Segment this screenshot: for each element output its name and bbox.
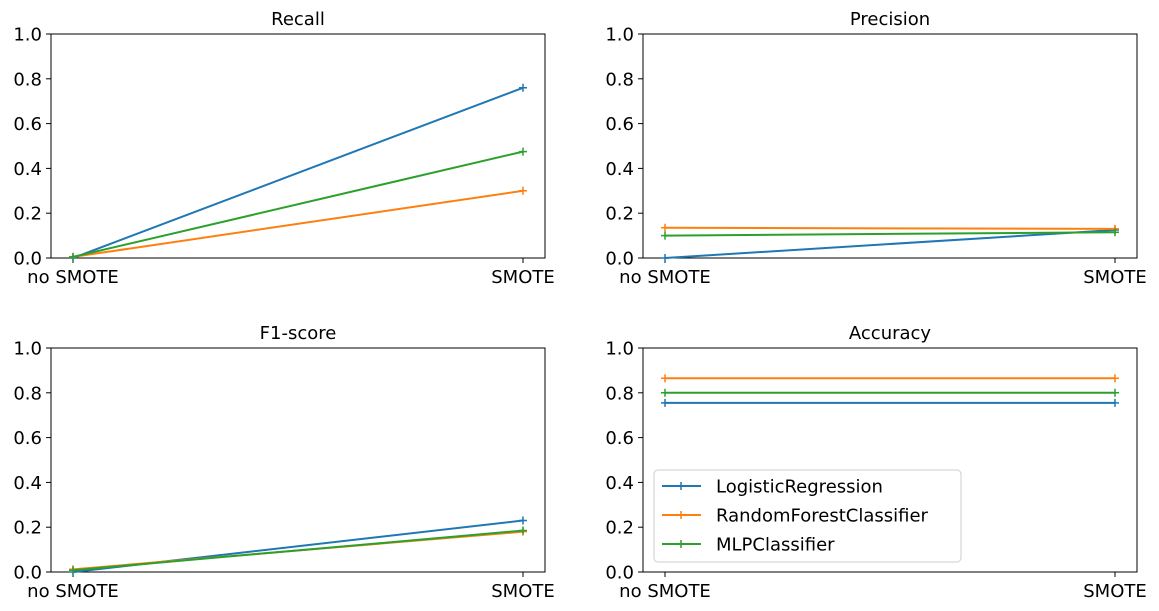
panel-precision: Precision 0.0 0.2 0.4 0.6 0.8 1.0 no SMOTE SMOTE <box>605 9 1146 288</box>
y-tick-label: 0.0 <box>605 249 634 270</box>
x-tick-label: SMOTE <box>491 581 555 602</box>
data-point-logisticregression <box>519 516 527 525</box>
series-line-randomforestclassifier <box>72 189 524 258</box>
legend-marker-mlpclassifier <box>677 540 685 548</box>
axes-frame <box>642 347 1138 573</box>
y-tick-label: 1.0 <box>13 339 42 360</box>
legend-label-logisticregression: LogisticRegression <box>716 477 883 498</box>
y-tick-label: 0.6 <box>605 428 634 449</box>
axes-frame <box>50 347 546 573</box>
data-point-mlpclassifier <box>661 388 669 397</box>
y-tick-label: 0.4 <box>13 473 42 494</box>
y-tick-label: 0.4 <box>605 159 634 180</box>
legend-marker-logisticregression <box>677 482 685 490</box>
y-tick-label: 0.0 <box>605 563 634 584</box>
y-tick-label: 1.0 <box>605 25 634 46</box>
panel-f1-score: F1-score 0.0 0.2 0.4 0.6 0.8 1.0 no SMOTE SMOTE <box>13 323 554 602</box>
data-point-mlpclassifier <box>519 526 527 535</box>
series-line-randomforestclassifier <box>664 226 1116 230</box>
y-tick-label: 0.0 <box>13 249 42 270</box>
x-tick-label: SMOTE <box>1083 581 1147 602</box>
panel-accuracy: Accuracy 0.0 0.2 0.4 0.6 0.8 1.0 no SMOTE SMOTE L… <box>605 323 1146 602</box>
series-line-logisticregression <box>664 229 1116 259</box>
series-line-logisticregression <box>72 86 524 259</box>
y-tick-label: 0.2 <box>13 204 42 225</box>
data-point-randomforestclassifier <box>661 374 669 383</box>
series-line-mlpclassifier <box>664 231 1116 237</box>
y-tick-label: 0.8 <box>13 69 42 90</box>
x-tick-label: no SMOTE <box>619 581 711 602</box>
y-tick-label: 0.4 <box>13 159 42 180</box>
y-tick-label: 0.8 <box>605 383 634 404</box>
y-tick-label: 0.8 <box>605 69 634 90</box>
series-line-mlpclassifier <box>72 529 524 572</box>
y-tick-label: 0.6 <box>13 114 42 135</box>
x-tick-label: SMOTE <box>491 267 555 288</box>
legend-label-mlpclassifier: MLPClassifier <box>716 535 835 556</box>
panel-recall: Recall 0.0 0.2 0.4 0.6 0.8 1.0 no SMOTE SMOTE <box>13 9 554 288</box>
x-tick-label: no SMOTE <box>619 267 711 288</box>
legend-label-randomforestclassifier: RandomForestClassifier <box>716 506 929 527</box>
data-point-logisticregression <box>519 83 527 92</box>
y-tick-label: 0.2 <box>605 518 634 539</box>
data-point-mlpclassifier <box>69 252 77 261</box>
panel-title: Precision <box>850 9 930 30</box>
panel-title: Recall <box>271 9 325 30</box>
axes-frame <box>642 33 1138 259</box>
y-tick-label: 0.2 <box>13 518 42 539</box>
data-point-mlpclassifier <box>69 566 77 575</box>
data-point-mlpclassifier <box>519 147 527 156</box>
data-point-mlpclassifier <box>661 231 669 240</box>
data-point-mlpclassifier <box>1111 228 1119 237</box>
data-point-logisticregression <box>1111 398 1119 407</box>
data-point-logisticregression <box>661 398 669 407</box>
legend: LogisticRegression RandomForestClassifier… <box>653 469 962 563</box>
y-tick-label: 1.0 <box>13 25 42 46</box>
y-tick-label: 0.4 <box>605 473 634 494</box>
data-point-logisticregression <box>661 254 669 262</box>
y-tick-label: 0.6 <box>13 428 42 449</box>
x-tick-label: no SMOTE <box>27 267 119 288</box>
y-tick-label: 0.2 <box>605 204 634 225</box>
y-tick-label: 0.6 <box>605 114 634 135</box>
x-tick-label: no SMOTE <box>27 581 119 602</box>
data-point-randomforestclassifier <box>519 186 527 195</box>
legend-box <box>653 469 962 563</box>
data-point-randomforestclassifier <box>1111 374 1119 383</box>
x-tick-label: SMOTE <box>1083 267 1147 288</box>
panel-title: Accuracy <box>849 323 932 344</box>
legend-marker-randomforestclassifier <box>677 511 685 519</box>
series-line-mlpclassifier <box>72 150 524 258</box>
data-point-randomforestclassifier <box>661 223 669 232</box>
y-tick-label: 0.0 <box>13 563 42 584</box>
y-tick-label: 1.0 <box>605 339 634 360</box>
data-point-mlpclassifier <box>1111 388 1119 397</box>
panel-title: F1-score <box>260 323 337 344</box>
axes-frame <box>50 33 546 259</box>
y-tick-label: 0.8 <box>13 383 42 404</box>
